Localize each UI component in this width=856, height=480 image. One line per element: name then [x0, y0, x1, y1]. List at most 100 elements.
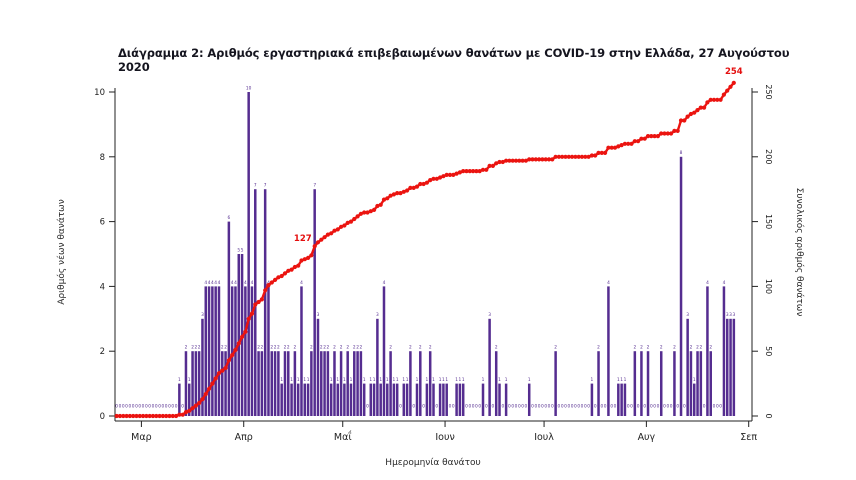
- bar-value-label: 0: [138, 404, 141, 410]
- x-tick-label: Ιουλ: [534, 432, 554, 443]
- bar-value-label: 1: [307, 377, 310, 383]
- daily-deaths-bar: [260, 351, 264, 416]
- bar-value-label: 0: [511, 404, 514, 410]
- bar-value-label: 0: [435, 404, 438, 410]
- daily-deaths-bar: [207, 286, 211, 416]
- bar-value-label: 0: [412, 404, 415, 410]
- bar-value-label: 0: [666, 404, 669, 410]
- bar-value-label: 0: [630, 404, 633, 410]
- y-left-tick-label: 6: [100, 218, 105, 228]
- bar-value-label: 2: [310, 345, 313, 351]
- y-right-tick-label: 50: [764, 346, 773, 356]
- daily-deaths-bar: [280, 383, 283, 416]
- bar-value-label: 0: [155, 404, 158, 410]
- daily-deaths-bar: [359, 351, 363, 416]
- bar-value-label: 2: [673, 345, 676, 351]
- daily-deaths-bar: [409, 351, 412, 416]
- bar-value-label: 7: [254, 183, 257, 189]
- x-tick-label: Αυγ: [638, 432, 656, 443]
- bar-value-label: 0: [148, 404, 151, 410]
- bar-value-label: 4: [723, 280, 726, 286]
- daily-deaths-bar: [346, 351, 349, 416]
- daily-deaths-bar: [201, 318, 204, 416]
- bar-value-label: 0: [541, 404, 544, 410]
- daily-deaths-bar: [732, 318, 736, 416]
- daily-deaths-bar: [696, 351, 699, 416]
- bar-value-label: 0: [115, 404, 118, 410]
- bar-value-label: 0: [135, 404, 138, 410]
- bar-value-label: 1: [396, 377, 399, 383]
- daily-deaths-bar: [461, 383, 465, 416]
- bar-value-label: 0: [125, 404, 128, 410]
- bar-value-label: 0: [422, 404, 425, 410]
- daily-deaths-bar: [445, 383, 448, 416]
- bar-value-label: 0: [683, 404, 686, 410]
- bar-value-label: 4: [300, 280, 303, 286]
- daily-deaths-bar: [349, 383, 353, 416]
- bar-value-label: 5: [241, 247, 244, 253]
- bar-value-label: 2: [340, 345, 343, 351]
- bar-value-label: 2: [709, 345, 712, 351]
- daily-deaths-bar: [362, 383, 366, 416]
- bar-value-label: 0: [587, 404, 590, 410]
- daily-deaths-bar: [646, 351, 650, 416]
- bar-value-label: 0: [558, 404, 561, 410]
- daily-deaths-bar: [498, 383, 501, 416]
- bar-value-label: 2: [554, 345, 557, 351]
- bar-value-label: 1: [363, 377, 366, 383]
- bar-value-label: 2: [597, 345, 600, 351]
- daily-deaths-bar: [706, 286, 709, 416]
- daily-deaths-bar: [320, 351, 323, 416]
- bar-value-label: 2: [647, 345, 650, 351]
- bar-value-label: 0: [577, 404, 580, 410]
- bar-value-label: 0: [472, 404, 475, 410]
- bar-value-label: 0: [548, 404, 551, 410]
- bar-value-label: 0: [653, 404, 656, 410]
- daily-deaths-bar: [554, 351, 557, 416]
- bar-value-label: 1: [482, 377, 485, 383]
- bar-value-label: 0: [676, 404, 679, 410]
- bar-value-label: 0: [521, 404, 524, 410]
- x-tick-label: Ιουν: [435, 432, 454, 443]
- daily-deaths-bar: [415, 383, 419, 416]
- bar-value-label: 0: [531, 404, 534, 410]
- daily-deaths-bar: [316, 318, 320, 416]
- bar-value-label: 1: [416, 377, 419, 383]
- bar-value-label: 0: [600, 404, 603, 410]
- daily-deaths-bar: [217, 286, 221, 416]
- bar-value-label: 1: [290, 377, 293, 383]
- bar-value-label: 1: [178, 377, 181, 383]
- bar-value-label: 0: [475, 404, 478, 410]
- daily-deaths-bar: [673, 351, 676, 416]
- bar-value-label: 4: [607, 280, 610, 286]
- bar-value-label: 2: [270, 345, 273, 351]
- bar-value-label: 4: [706, 280, 709, 286]
- daily-deaths-bar: [283, 351, 287, 416]
- bar-value-label: 2: [419, 345, 422, 351]
- bar-value-label: 0: [716, 404, 719, 410]
- x-tick-label: Σεπ: [740, 432, 757, 443]
- y-left-tick-label: 0: [100, 412, 105, 422]
- bar-value-label: 1: [350, 377, 353, 383]
- daily-deaths-bar: [300, 286, 303, 416]
- daily-deaths-bar: [326, 351, 330, 416]
- daily-deaths-bar: [527, 383, 531, 416]
- bar-value-label: 2: [495, 345, 498, 351]
- bar-value-label: 2: [194, 345, 197, 351]
- bar-value-label: 2: [389, 345, 392, 351]
- bar-value-label: 1: [498, 377, 501, 383]
- bar-value-label: 0: [168, 404, 171, 410]
- bar-value-label: 2: [356, 345, 359, 351]
- bar-value-label: 2: [660, 345, 663, 351]
- y-right-tick-label: 100: [764, 279, 773, 294]
- bar-value-label: 0: [452, 404, 455, 410]
- cumulative-annotation: 127: [294, 234, 312, 244]
- daily-deaths-bar: [227, 221, 231, 416]
- bar-value-label: 0: [574, 404, 577, 410]
- bar-value-label: 3: [201, 312, 204, 318]
- daily-deaths-bar: [386, 383, 389, 416]
- bar-value-label: 0: [468, 404, 471, 410]
- bar-value-label: 0: [670, 404, 673, 410]
- bar-value-label: 1: [439, 377, 442, 383]
- y-right-tick-label: 0: [764, 413, 773, 418]
